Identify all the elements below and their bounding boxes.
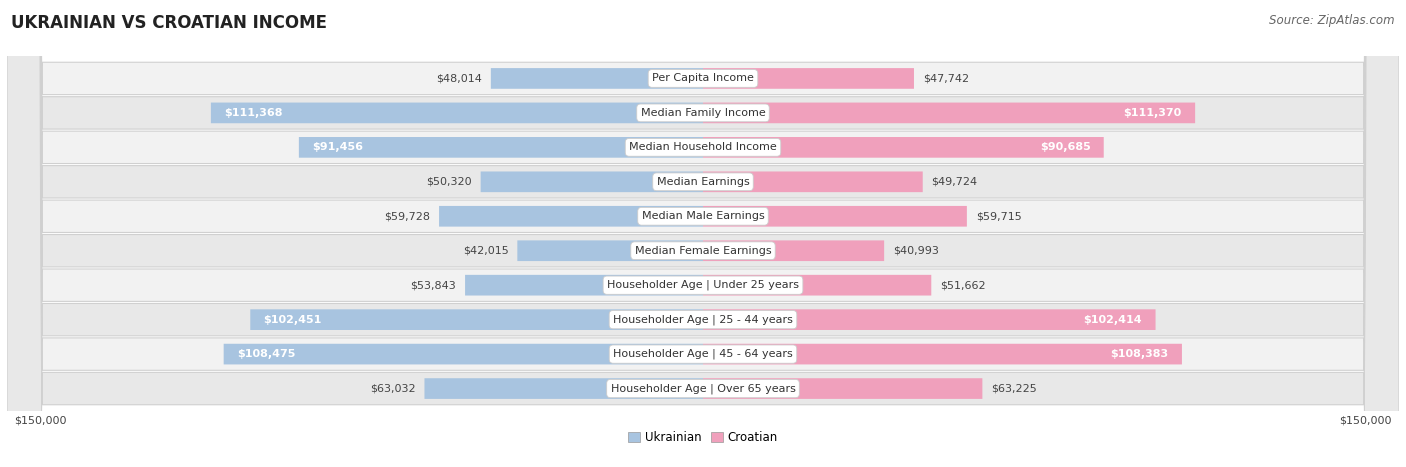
FancyBboxPatch shape xyxy=(299,137,703,158)
FancyBboxPatch shape xyxy=(703,171,922,192)
FancyBboxPatch shape xyxy=(250,309,703,330)
FancyBboxPatch shape xyxy=(703,344,1182,364)
Text: UKRAINIAN VS CROATIAN INCOME: UKRAINIAN VS CROATIAN INCOME xyxy=(11,14,328,32)
Text: $50,320: $50,320 xyxy=(426,177,472,187)
FancyBboxPatch shape xyxy=(7,0,1399,467)
Text: Householder Age | Over 65 years: Householder Age | Over 65 years xyxy=(610,383,796,394)
FancyBboxPatch shape xyxy=(7,0,1399,467)
Text: $91,456: $91,456 xyxy=(312,142,363,152)
Text: $63,032: $63,032 xyxy=(370,383,416,394)
FancyBboxPatch shape xyxy=(481,171,703,192)
FancyBboxPatch shape xyxy=(703,137,1104,158)
FancyBboxPatch shape xyxy=(7,0,1399,467)
FancyBboxPatch shape xyxy=(224,344,703,364)
Text: Source: ZipAtlas.com: Source: ZipAtlas.com xyxy=(1270,14,1395,27)
Text: Median Male Earnings: Median Male Earnings xyxy=(641,211,765,221)
FancyBboxPatch shape xyxy=(7,0,1399,467)
FancyBboxPatch shape xyxy=(211,103,703,123)
FancyBboxPatch shape xyxy=(703,68,914,89)
Text: $59,728: $59,728 xyxy=(384,211,430,221)
FancyBboxPatch shape xyxy=(703,103,1195,123)
Text: $102,451: $102,451 xyxy=(263,315,322,325)
Text: Householder Age | Under 25 years: Householder Age | Under 25 years xyxy=(607,280,799,290)
Text: $111,370: $111,370 xyxy=(1123,108,1182,118)
Text: $59,715: $59,715 xyxy=(976,211,1022,221)
Text: $90,685: $90,685 xyxy=(1039,142,1091,152)
FancyBboxPatch shape xyxy=(7,0,1399,467)
FancyBboxPatch shape xyxy=(7,0,1399,467)
FancyBboxPatch shape xyxy=(703,241,884,261)
Text: $42,015: $42,015 xyxy=(463,246,509,256)
FancyBboxPatch shape xyxy=(703,275,931,296)
FancyBboxPatch shape xyxy=(703,378,983,399)
FancyBboxPatch shape xyxy=(7,0,1399,467)
Legend: Ukrainian, Croatian: Ukrainian, Croatian xyxy=(624,428,782,448)
Text: $40,993: $40,993 xyxy=(893,246,939,256)
FancyBboxPatch shape xyxy=(703,309,1156,330)
Text: Householder Age | 45 - 64 years: Householder Age | 45 - 64 years xyxy=(613,349,793,359)
Text: $102,414: $102,414 xyxy=(1084,315,1142,325)
FancyBboxPatch shape xyxy=(7,0,1399,467)
FancyBboxPatch shape xyxy=(7,0,1399,467)
Text: Householder Age | 25 - 44 years: Householder Age | 25 - 44 years xyxy=(613,314,793,325)
FancyBboxPatch shape xyxy=(425,378,703,399)
Text: $111,368: $111,368 xyxy=(224,108,283,118)
Text: Median Family Income: Median Family Income xyxy=(641,108,765,118)
FancyBboxPatch shape xyxy=(465,275,703,296)
FancyBboxPatch shape xyxy=(439,206,703,226)
FancyBboxPatch shape xyxy=(491,68,703,89)
Text: Median Female Earnings: Median Female Earnings xyxy=(634,246,772,256)
FancyBboxPatch shape xyxy=(7,0,1399,467)
FancyBboxPatch shape xyxy=(517,241,703,261)
Text: $48,014: $48,014 xyxy=(436,73,482,84)
Text: $63,225: $63,225 xyxy=(991,383,1038,394)
Text: Median Earnings: Median Earnings xyxy=(657,177,749,187)
Text: Per Capita Income: Per Capita Income xyxy=(652,73,754,84)
Text: $47,742: $47,742 xyxy=(922,73,969,84)
Text: $51,662: $51,662 xyxy=(941,280,986,290)
Text: $108,383: $108,383 xyxy=(1111,349,1168,359)
Text: $53,843: $53,843 xyxy=(411,280,456,290)
Text: Median Household Income: Median Household Income xyxy=(628,142,778,152)
FancyBboxPatch shape xyxy=(703,206,967,226)
Text: $108,475: $108,475 xyxy=(238,349,295,359)
Text: $49,724: $49,724 xyxy=(932,177,977,187)
